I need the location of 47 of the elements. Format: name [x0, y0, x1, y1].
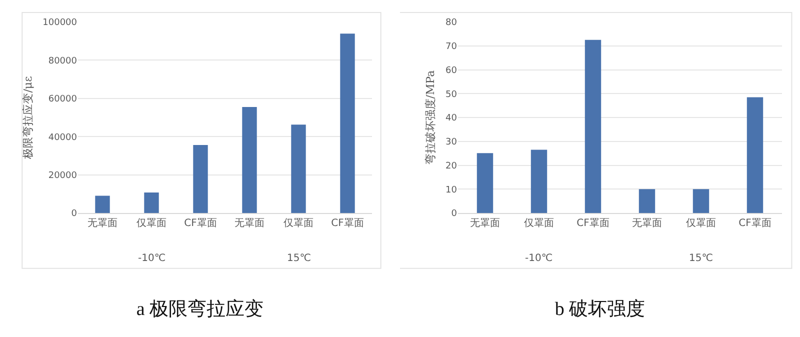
bar	[476, 153, 494, 213]
x-tick-label: 无罩面	[632, 217, 662, 229]
x-tick-label: 仅罩面	[136, 217, 166, 229]
bar	[746, 97, 764, 213]
y-tick-label: 40000	[48, 132, 78, 143]
x-tick-label: CF罩面	[184, 217, 217, 229]
y-tick-label: 0	[71, 209, 78, 220]
y-tick-label: 20000	[48, 170, 78, 181]
text: 15℃	[689, 253, 713, 264]
bar	[291, 124, 306, 213]
text: 15℃	[287, 253, 311, 264]
text: -10℃	[525, 253, 553, 264]
bar	[193, 145, 208, 213]
text: -10℃	[138, 253, 166, 264]
x-tick-label: CF罩面	[576, 217, 610, 229]
x-tick-label: 无罩面	[470, 217, 500, 229]
y-tick-label: 100000	[42, 18, 78, 28]
x-tick-label: CF罩面	[738, 217, 772, 229]
x-tick-label: 无罩面	[234, 217, 264, 229]
y-tick-label: 80000	[48, 56, 78, 66]
bar	[242, 107, 257, 213]
x-tick-label: CF罩面	[331, 217, 364, 229]
bar	[638, 189, 656, 213]
y-tick-label: 60000	[48, 94, 78, 105]
y-tick-label: 30	[446, 138, 458, 148]
x-tick-label: 无罩面	[88, 217, 118, 229]
y-tick-label: 0	[451, 209, 458, 220]
y-axis-title: 弯拉破坏强度/MPa	[424, 70, 438, 165]
bar	[340, 34, 355, 213]
y-tick-label: 10	[446, 185, 458, 196]
y-tick-label: 60	[446, 66, 458, 76]
y-axis-title: 极限弯拉应变/με	[21, 76, 34, 160]
bar	[530, 150, 548, 213]
x-tick-label: 仅罩面	[686, 217, 716, 229]
bar	[584, 40, 602, 213]
y-tick-label: 40	[446, 114, 458, 124]
text: a 极限弯拉应变	[136, 298, 264, 320]
y-tick-label: 80	[446, 18, 458, 28]
x-tick-label: 仅罩面	[284, 217, 314, 229]
bar	[692, 189, 710, 213]
y-tick-label: 70	[446, 42, 458, 52]
bar	[144, 192, 159, 213]
x-tick-label: 仅罩面	[524, 217, 554, 229]
y-tick-label: 50	[446, 90, 458, 100]
bar	[95, 196, 110, 213]
text: b 破坏强度	[554, 298, 646, 320]
y-tick-label: 20	[446, 161, 458, 172]
